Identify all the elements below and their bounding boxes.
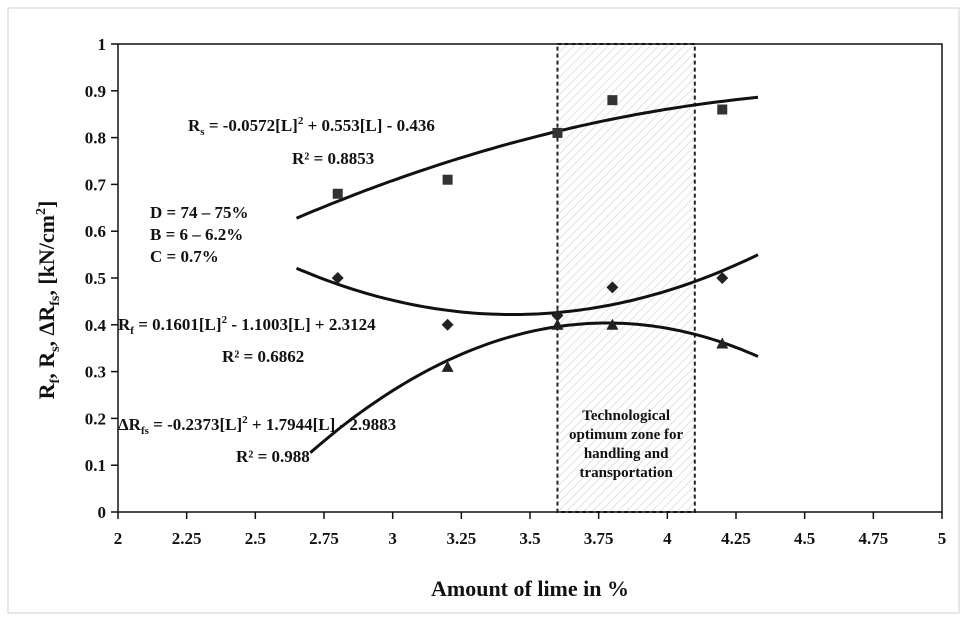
y-tick-label: 0.3: [85, 363, 106, 382]
drfs-data-point: [716, 337, 729, 349]
y-tick-label: 0.8: [85, 129, 106, 148]
drfs-data-point: [551, 318, 564, 330]
rf-data-point: [331, 272, 344, 284]
rs-data-point: [607, 95, 618, 106]
plot-area: [117, 43, 943, 513]
rf-fit-curve: [295, 253, 759, 316]
y-axis-ticks: 0 0.1 0.2 0.3 0.4 0.5 0.6 0.7 0.8 0.9 1: [85, 35, 118, 522]
x-tick-label: 4.75: [858, 529, 888, 548]
trend-curves: [295, 95, 759, 454]
rf-data-point: [606, 281, 619, 294]
y-tick-label: 0.9: [85, 82, 106, 101]
drfs-data-point: [441, 360, 454, 372]
y-axis-label: Rf, Rs, ΔRfs, [kN/cm2]: [34, 201, 63, 400]
x-tick-label: 3: [388, 529, 397, 548]
rs-fit-curve: [295, 95, 759, 220]
figure-frame: [7, 7, 960, 614]
rf-data-point: [441, 318, 454, 331]
data-markers: [331, 95, 729, 372]
rs-equation: Rs = -0.0572[L]2 + 0.553[L] - 0.436: [188, 115, 435, 138]
rs-data-point: [332, 188, 343, 199]
y-tick-label: 0: [98, 503, 107, 522]
x-tick-label: 5: [938, 529, 947, 548]
zone-label-line-1: Technological: [582, 408, 670, 424]
x-tick-label: 4: [663, 529, 672, 548]
zone-label-line-3: handling and: [584, 446, 669, 462]
drfs-data-point: [606, 318, 619, 330]
x-tick-label: 2.5: [245, 529, 266, 548]
x-tick-label: 3.25: [446, 529, 476, 548]
x-tick-label: 3.75: [584, 529, 614, 548]
drfs-r-squared: R² = 0.988: [236, 447, 310, 466]
y-tick-label: 0.5: [85, 269, 106, 288]
rs-data-point: [552, 127, 563, 138]
condition-c: C = 0.7%: [150, 247, 219, 266]
rf-data-point: [716, 272, 729, 284]
zone-label-line-4: transportation: [579, 465, 673, 481]
condition-d: D = 74 – 75%: [150, 203, 248, 222]
x-tick-label: 3.5: [519, 529, 540, 548]
zone-label-line-2: optimum zone for: [569, 427, 683, 443]
x-tick-label: 2.75: [309, 529, 339, 548]
y-tick-label: 0.1: [85, 456, 106, 475]
rf-r-squared: R² = 0.6862: [222, 347, 304, 366]
x-axis-ticks: 2 2.25 2.5 2.75 3 3.25 3.5 3.75 4 4.25 4.5 4.75 5: [114, 512, 947, 548]
rf-data-point: [551, 309, 564, 322]
condition-b: B = 6 – 6.2%: [150, 225, 243, 244]
rs-data-point: [717, 104, 728, 115]
y-tick-label: 0.4: [85, 316, 107, 335]
x-tick-label: 4.25: [721, 529, 751, 548]
drfs-equation: ΔRfs = -0.2373[L]2 + 1.7944[L] - 2.9883: [118, 414, 396, 437]
y-tick-label: 0.2: [85, 409, 106, 428]
x-tick-label: 2.25: [172, 529, 202, 548]
optimum-zone: [556, 43, 696, 513]
x-tick-label: 2: [114, 529, 123, 548]
rs-r-squared: R² = 0.8853: [292, 149, 374, 168]
y-tick-label: 1: [98, 35, 107, 54]
rs-data-point: [442, 174, 453, 185]
y-tick-label: 0.7: [85, 175, 107, 194]
drfs-fit-curve: [309, 321, 759, 454]
x-axis-label: Amount of lime in %: [431, 576, 629, 601]
rf-equation: Rf = 0.1601[L]2 - 1.1003[L] + 2.3124: [118, 314, 376, 337]
y-tick-label: 0.6: [85, 222, 106, 241]
x-tick-label: 4.5: [794, 529, 815, 548]
